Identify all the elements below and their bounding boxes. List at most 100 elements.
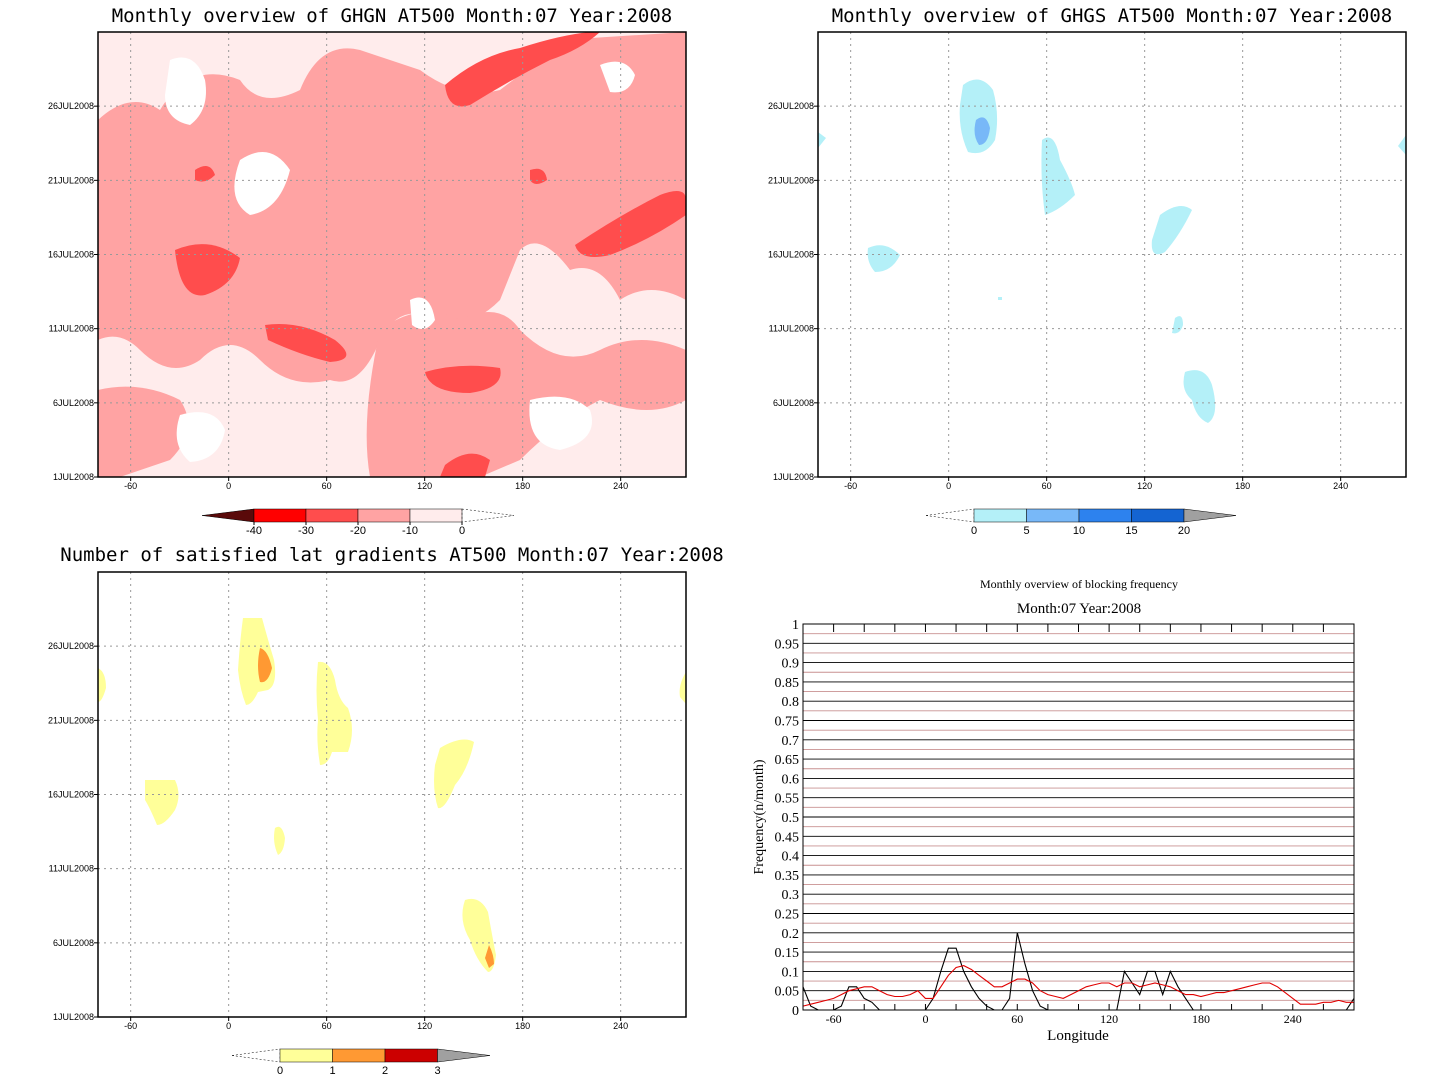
colorbar-segment bbox=[1183, 508, 1237, 523]
ghgs-axes: -60 0 60 120 180 240 1JUL2008 6JUL2008 11JUL2008… bbox=[768, 101, 1348, 491]
ghgn-colorbar: -40 -30 -20 -10 0 bbox=[201, 508, 515, 537]
blocking-grid bbox=[803, 623, 1354, 1011]
colorbar-segment bbox=[409, 508, 463, 523]
y-tick-label: 11JUL2008 bbox=[49, 864, 94, 874]
ghgn-title: Monthly overview of GHGN AT500 Month:07 … bbox=[112, 5, 673, 27]
y-tick-label: 0.45 bbox=[775, 830, 800, 845]
blocking-xlabel: Longitude bbox=[1047, 1028, 1109, 1044]
x-tick-label: 120 bbox=[417, 481, 432, 491]
y-tick-label: 16JUL2008 bbox=[48, 250, 94, 260]
x-tick-label: 180 bbox=[1235, 481, 1250, 491]
y-tick-label: 21JUL2008 bbox=[768, 175, 814, 185]
colorbar-label: 15 bbox=[1125, 525, 1137, 537]
y-tick-label: 0.7 bbox=[782, 734, 800, 749]
blocking-subtitle: Month:07 Year:2008 bbox=[1017, 601, 1141, 617]
y-tick-label: 0.05 bbox=[775, 985, 800, 1000]
x-tick-label: 240 bbox=[1333, 481, 1348, 491]
colorbar-label: 0 bbox=[277, 1065, 283, 1077]
x-tick-label: -60 bbox=[124, 1021, 137, 1031]
latgrad-axes: -60 0 60 120 180 240 1JUL2008 6JUL2008 11JUL2008… bbox=[48, 641, 628, 1031]
y-tick-label: 0.95 bbox=[775, 637, 800, 652]
colorbar-segment bbox=[925, 508, 975, 523]
colorbar-segment bbox=[437, 1048, 491, 1063]
x-tick-label: -60 bbox=[844, 481, 857, 491]
x-tick-label: 0 bbox=[946, 481, 951, 491]
y-tick-label: 0.4 bbox=[782, 850, 800, 865]
x-tick-label: 60 bbox=[322, 481, 332, 491]
y-tick-label: 0 bbox=[792, 1004, 799, 1019]
ghgs-colorbar: 0 5 10 15 20 bbox=[925, 508, 1237, 537]
colorbar-label: 20 bbox=[1178, 525, 1190, 537]
y-tick-label: 26JUL2008 bbox=[768, 101, 814, 111]
colorbar-label: 1 bbox=[329, 1065, 335, 1077]
y-tick-label: 0.1 bbox=[782, 965, 800, 980]
y-tick-label: 0.2 bbox=[782, 927, 800, 942]
y-tick-label: 26JUL2008 bbox=[48, 101, 94, 111]
ghgs-title: Monthly overview of GHGS AT500 Month:07 … bbox=[832, 5, 1393, 27]
colorbar-label: -30 bbox=[298, 525, 314, 537]
colorbar-label: -10 bbox=[402, 525, 418, 537]
x-tick-label: 0 bbox=[226, 481, 231, 491]
y-tick-label: 26JUL2008 bbox=[48, 641, 94, 651]
x-tick-label: 60 bbox=[1042, 481, 1052, 491]
y-tick-label: 16JUL2008 bbox=[768, 250, 814, 260]
x-tick-label: 0 bbox=[922, 1012, 928, 1026]
y-tick-label: 1JUL2008 bbox=[773, 472, 814, 482]
y-tick-label: 0.3 bbox=[782, 888, 800, 903]
y-tick-label: 11JUL2008 bbox=[769, 324, 814, 334]
y-tick-label: 11JUL2008 bbox=[49, 324, 94, 334]
colorbar-label: -20 bbox=[350, 525, 366, 537]
blocking-axes: 0 0.05 0.1 0.15 0.2 0.25 0.3 0.35 0.4 0.45 0.5 0.55… bbox=[775, 618, 1324, 1026]
colorbar-label: 0 bbox=[971, 525, 977, 537]
y-tick-label: 0.8 bbox=[782, 695, 800, 710]
x-tick-label: 120 bbox=[1137, 481, 1152, 491]
y-tick-label: 6JUL2008 bbox=[53, 398, 94, 408]
series-line-1 bbox=[802, 965, 1354, 1007]
ghgn-grid bbox=[98, 32, 686, 477]
y-tick-label: 0.85 bbox=[775, 676, 800, 691]
x-tick-label: -60 bbox=[826, 1012, 842, 1026]
y-tick-label: 0.6 bbox=[782, 772, 800, 787]
colorbar-label: 10 bbox=[1073, 525, 1085, 537]
blocking-title: Monthly overview of blocking frequency bbox=[980, 577, 1178, 591]
blocking-ylabel: Frequency(n/month) bbox=[752, 759, 767, 874]
y-tick-label: 1JUL2008 bbox=[53, 1012, 94, 1022]
x-tick-label: 0 bbox=[226, 1021, 231, 1031]
y-tick-label: 0.65 bbox=[775, 753, 800, 768]
x-tick-label: 240 bbox=[613, 1021, 628, 1031]
y-tick-label: 0.9 bbox=[782, 657, 800, 672]
x-tick-label: 120 bbox=[417, 1021, 432, 1031]
x-tick-label: 180 bbox=[1192, 1012, 1210, 1026]
y-tick-label: 6JUL2008 bbox=[773, 398, 814, 408]
x-tick-label: 120 bbox=[1100, 1012, 1118, 1026]
x-tick-label: 240 bbox=[1284, 1012, 1302, 1026]
ghgn-axes: -60 0 60 120 180 240 1JUL2008 6JUL2008 11JUL2008… bbox=[48, 101, 628, 491]
x-tick-label: -60 bbox=[124, 481, 137, 491]
colorbar-label: 2 bbox=[382, 1065, 388, 1077]
y-tick-label: 0.75 bbox=[775, 715, 800, 730]
y-tick-label: 21JUL2008 bbox=[48, 175, 94, 185]
y-tick-label: 16JUL2008 bbox=[48, 790, 94, 800]
x-tick-label: 240 bbox=[613, 481, 628, 491]
y-tick-label: 1 bbox=[792, 618, 799, 633]
x-tick-label: 180 bbox=[515, 481, 530, 491]
y-tick-label: 1JUL2008 bbox=[53, 472, 94, 482]
y-tick-label: 0.5 bbox=[782, 811, 800, 826]
y-tick-label: 0.15 bbox=[775, 946, 800, 961]
colorbar-label: 0 bbox=[459, 525, 465, 537]
y-tick-label: 0.55 bbox=[775, 792, 800, 807]
y-tick-label: 6JUL2008 bbox=[53, 938, 94, 948]
x-tick-label: 60 bbox=[1011, 1012, 1023, 1026]
colorbar-label: 3 bbox=[434, 1065, 440, 1077]
x-tick-label: 180 bbox=[515, 1021, 530, 1031]
x-tick-label: 60 bbox=[322, 1021, 332, 1031]
y-tick-label: 0.35 bbox=[775, 869, 800, 884]
latgrad-title: Number of satisfied lat gradients AT500 … bbox=[60, 544, 723, 566]
colorbar-label: 5 bbox=[1023, 525, 1029, 537]
colorbar-label: -40 bbox=[246, 525, 262, 537]
y-tick-label: 0.25 bbox=[775, 908, 800, 923]
